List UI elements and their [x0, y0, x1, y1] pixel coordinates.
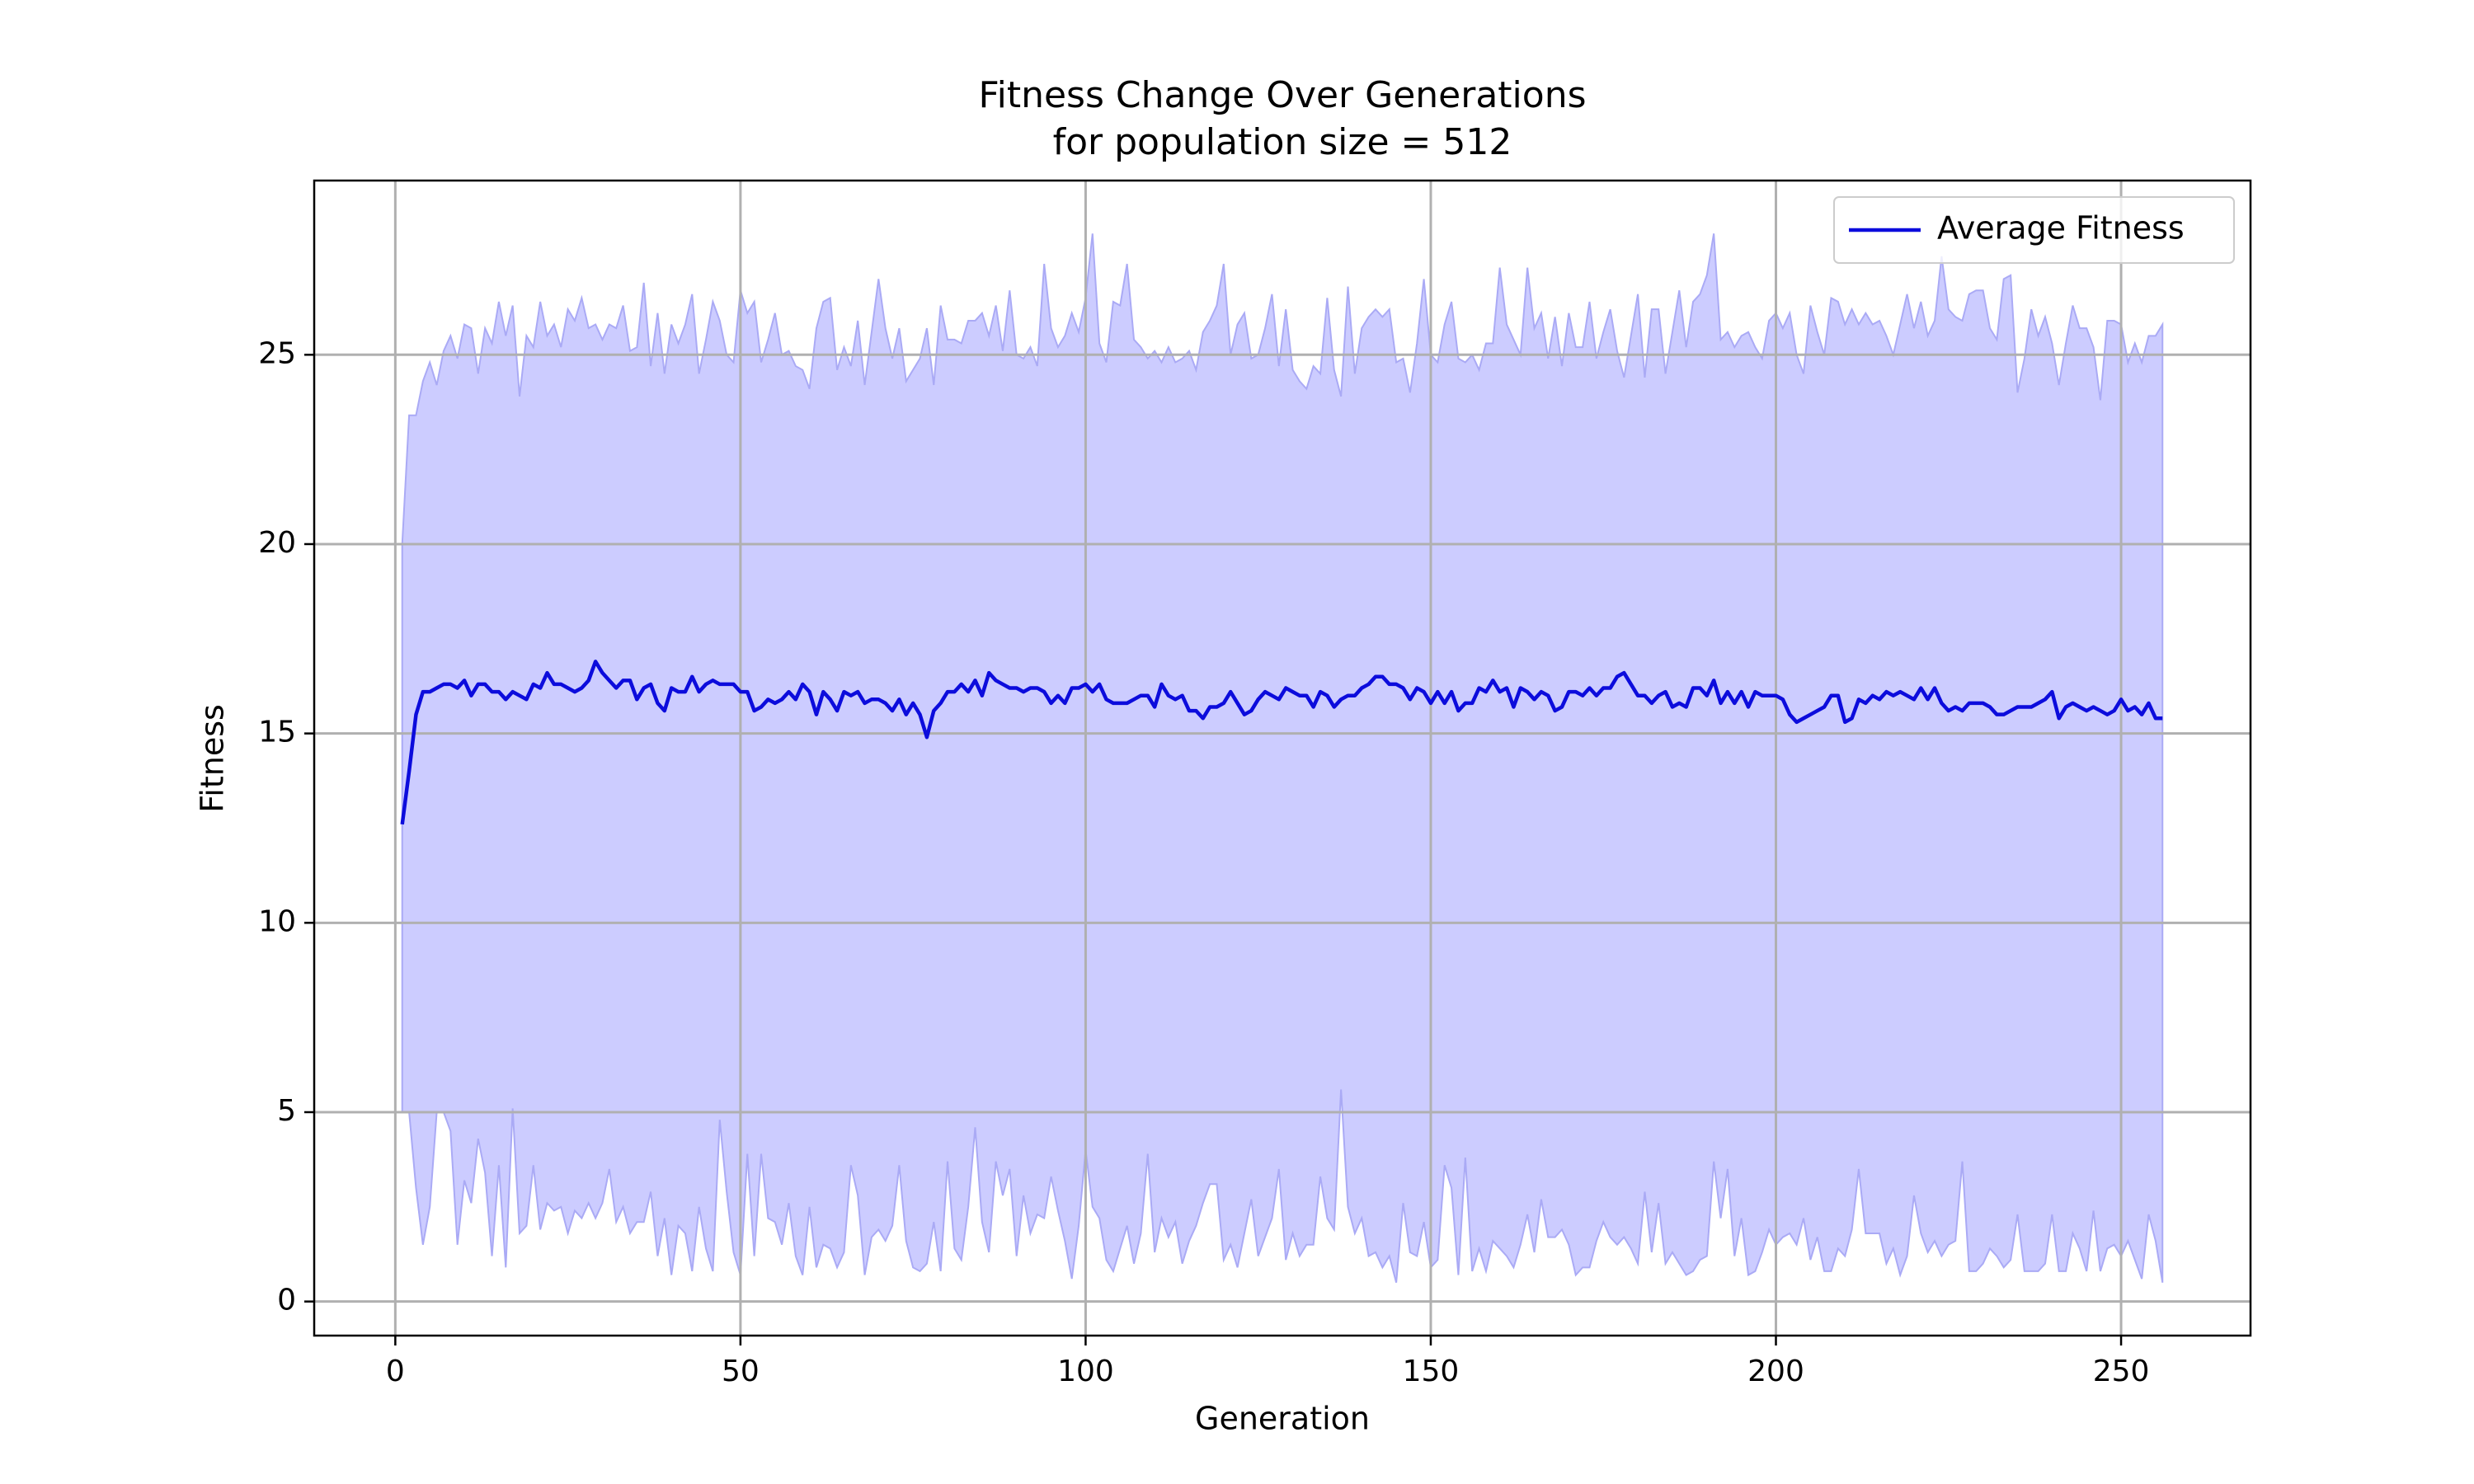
y-tick-label: 5 [277, 1094, 296, 1128]
chart-subtitle: for population size = 512 [1053, 121, 1512, 163]
y-tick-label: 10 [258, 904, 296, 938]
y-tick-label: 15 [258, 716, 296, 749]
x-tick-label: 50 [722, 1355, 760, 1388]
x-tick-label: 200 [1747, 1355, 1804, 1388]
x-axis-label: Generation [1195, 1401, 1370, 1437]
legend-label: Average Fitness [1937, 210, 2185, 247]
y-tick-label: 20 [258, 526, 296, 560]
plot-area [314, 181, 2251, 1336]
plot-frame [313, 179, 2252, 1337]
y-axis-label: Fitness [195, 704, 231, 813]
average-fitness-line [400, 660, 2163, 825]
x-tick-label: 100 [1057, 1355, 1114, 1388]
x-tick-label: 150 [1403, 1355, 1460, 1388]
legend-box [1833, 196, 2235, 264]
x-tick-label: 0 [386, 1355, 405, 1388]
x-tick-label: 250 [2093, 1355, 2150, 1388]
y-tick-label: 25 [258, 336, 296, 370]
y-tick-label: 0 [277, 1284, 296, 1317]
fitness-range-band [401, 233, 2164, 1283]
chart-title: Fitness Change Over Generations [978, 74, 1586, 116]
legend: Average Fitness [1833, 196, 2235, 264]
